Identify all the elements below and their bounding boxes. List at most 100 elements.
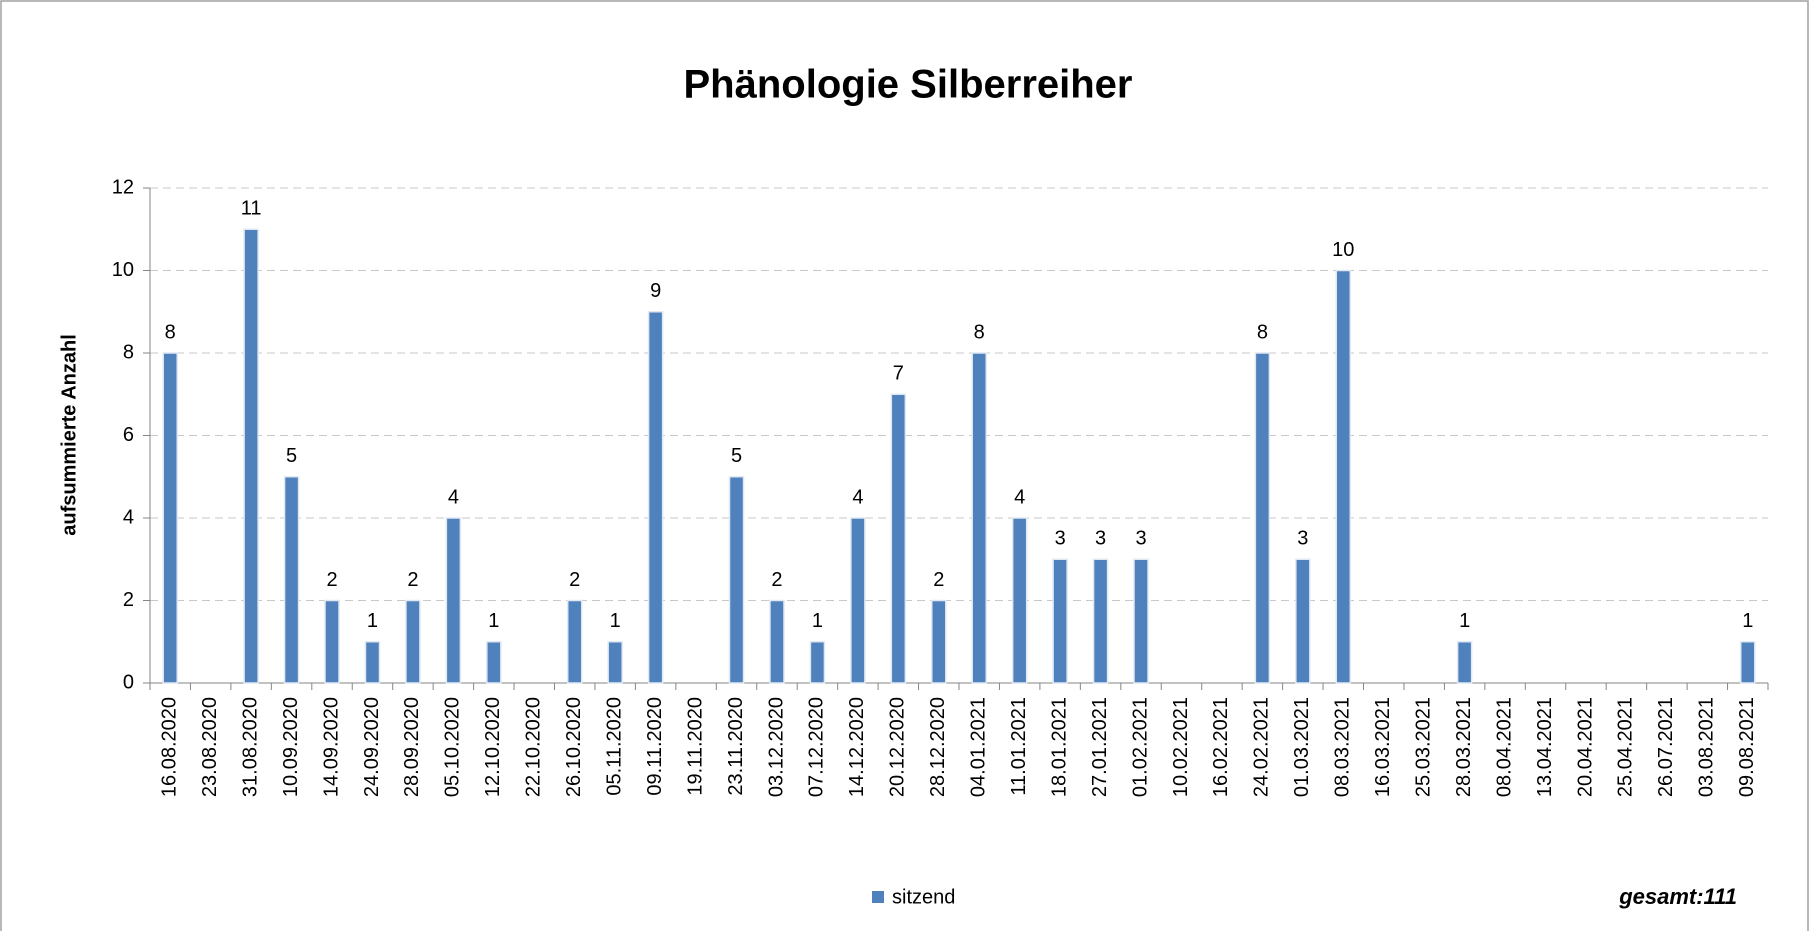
bar bbox=[1254, 352, 1271, 684]
x-tick-label: 03.08.2021 bbox=[1696, 697, 1718, 797]
bar bbox=[1011, 517, 1028, 684]
data-label: 5 bbox=[731, 445, 742, 467]
x-tick-label: 04.01.2021 bbox=[968, 697, 990, 797]
x-tick-label: 18.01.2021 bbox=[1048, 697, 1070, 797]
bar bbox=[1052, 558, 1068, 684]
x-tick-label: 09.08.2021 bbox=[1736, 697, 1758, 797]
data-label: 3 bbox=[1297, 528, 1308, 550]
data-label: 4 bbox=[448, 486, 459, 508]
data-label: 8 bbox=[165, 321, 176, 343]
bar bbox=[647, 311, 664, 684]
x-tick-label: 28.09.2020 bbox=[401, 697, 423, 797]
bar bbox=[607, 641, 623, 684]
legend-label: sitzend bbox=[892, 886, 955, 908]
bar bbox=[890, 393, 907, 684]
y-tick-label: 8 bbox=[123, 341, 134, 363]
y-tick-label: 10 bbox=[112, 259, 134, 281]
bar bbox=[162, 352, 178, 684]
data-label: 1 bbox=[610, 610, 621, 632]
data-label: 2 bbox=[569, 569, 580, 591]
y-tick-label: 6 bbox=[123, 424, 134, 446]
x-tick-label: 31.08.2020 bbox=[239, 697, 261, 797]
bar bbox=[364, 641, 381, 684]
data-label: 3 bbox=[1135, 528, 1146, 550]
x-tick-label: 28.03.2021 bbox=[1453, 697, 1475, 797]
data-label: 9 bbox=[650, 280, 661, 302]
x-tick-label: 27.01.2021 bbox=[1089, 697, 1111, 797]
bar bbox=[931, 599, 947, 684]
x-tick-label: 23.08.2020 bbox=[199, 697, 221, 797]
x-tick-label: 08.03.2021 bbox=[1332, 697, 1354, 797]
bar bbox=[566, 599, 583, 684]
bar bbox=[445, 517, 462, 684]
chart-title: Phänologie Silberreiher bbox=[683, 63, 1132, 107]
bar bbox=[971, 352, 987, 684]
x-tick-label: 12.10.2020 bbox=[482, 697, 504, 797]
data-label: 11 bbox=[241, 198, 262, 220]
x-tick-label: 20.04.2021 bbox=[1574, 697, 1596, 797]
bar bbox=[728, 476, 745, 684]
data-label: 8 bbox=[1257, 321, 1268, 343]
x-tick-label: 23.11.2020 bbox=[725, 697, 747, 796]
bar bbox=[1295, 558, 1311, 684]
data-label: 1 bbox=[367, 610, 378, 632]
y-tick-label: 12 bbox=[112, 176, 134, 198]
bar bbox=[283, 476, 300, 684]
x-tick-label: 24.02.2021 bbox=[1251, 697, 1273, 797]
x-tick-label: 05.11.2020 bbox=[603, 697, 625, 796]
bar bbox=[809, 641, 826, 684]
bar bbox=[1335, 269, 1352, 684]
data-label: 1 bbox=[1742, 610, 1753, 632]
x-tick-label: 11.01.2021 bbox=[1008, 697, 1030, 796]
x-tick-label: 01.03.2021 bbox=[1291, 697, 1313, 797]
x-tick-label: 26.07.2021 bbox=[1655, 697, 1677, 797]
y-axis-label: aufsummierte Anzahl bbox=[58, 334, 80, 536]
data-label: 2 bbox=[771, 569, 782, 591]
bar bbox=[1133, 558, 1149, 684]
y-tick-label: 4 bbox=[123, 506, 134, 528]
data-label: 5 bbox=[286, 445, 297, 467]
x-tick-label: 14.09.2020 bbox=[320, 697, 342, 797]
x-tick-label: 07.12.2020 bbox=[806, 697, 828, 797]
x-tick-label: 16.03.2021 bbox=[1372, 697, 1394, 797]
data-label: 2 bbox=[933, 569, 944, 591]
x-tick-label: 19.11.2020 bbox=[684, 697, 706, 796]
bar bbox=[405, 599, 421, 684]
x-tick-label: 01.02.2021 bbox=[1129, 697, 1151, 797]
data-label: 1 bbox=[812, 610, 823, 632]
data-label: 7 bbox=[893, 363, 904, 385]
x-tick-label: 25.04.2021 bbox=[1615, 697, 1637, 797]
x-tick-label: 16.08.2020 bbox=[159, 697, 181, 797]
x-tick-label: 10.09.2020 bbox=[280, 697, 302, 797]
x-tick-label: 14.12.2020 bbox=[846, 697, 868, 797]
bar bbox=[243, 228, 259, 684]
x-tick-label: 16.02.2021 bbox=[1210, 697, 1232, 797]
bar bbox=[1740, 641, 1756, 684]
y-tick-label: 2 bbox=[123, 589, 134, 611]
data-label: 1 bbox=[488, 610, 499, 632]
x-tick-label: 13.04.2021 bbox=[1534, 697, 1556, 797]
bar bbox=[769, 599, 785, 684]
x-tick-label: 03.12.2020 bbox=[765, 697, 787, 797]
legend-swatch bbox=[872, 891, 884, 903]
x-tick-label: 08.04.2021 bbox=[1493, 697, 1515, 797]
x-tick-label: 05.10.2020 bbox=[442, 697, 464, 797]
data-label: 8 bbox=[974, 321, 985, 343]
x-tick-label: 09.11.2020 bbox=[644, 697, 666, 796]
data-label: 2 bbox=[407, 569, 418, 591]
x-tick-label: 24.09.2020 bbox=[361, 697, 383, 797]
bar bbox=[324, 599, 340, 684]
data-label: 4 bbox=[1014, 486, 1025, 508]
data-label: 1 bbox=[1459, 610, 1470, 632]
x-tick-label: 26.10.2020 bbox=[563, 697, 585, 797]
bar bbox=[486, 641, 502, 684]
data-label: 2 bbox=[326, 569, 337, 591]
y-tick-label: 0 bbox=[123, 671, 134, 693]
x-tick-label: 10.02.2021 bbox=[1170, 697, 1192, 797]
bar bbox=[1092, 558, 1109, 684]
annotation: gesamt:111 bbox=[1618, 884, 1737, 909]
data-label: 4 bbox=[852, 486, 863, 508]
data-label: 3 bbox=[1095, 528, 1106, 550]
bar bbox=[850, 517, 866, 684]
